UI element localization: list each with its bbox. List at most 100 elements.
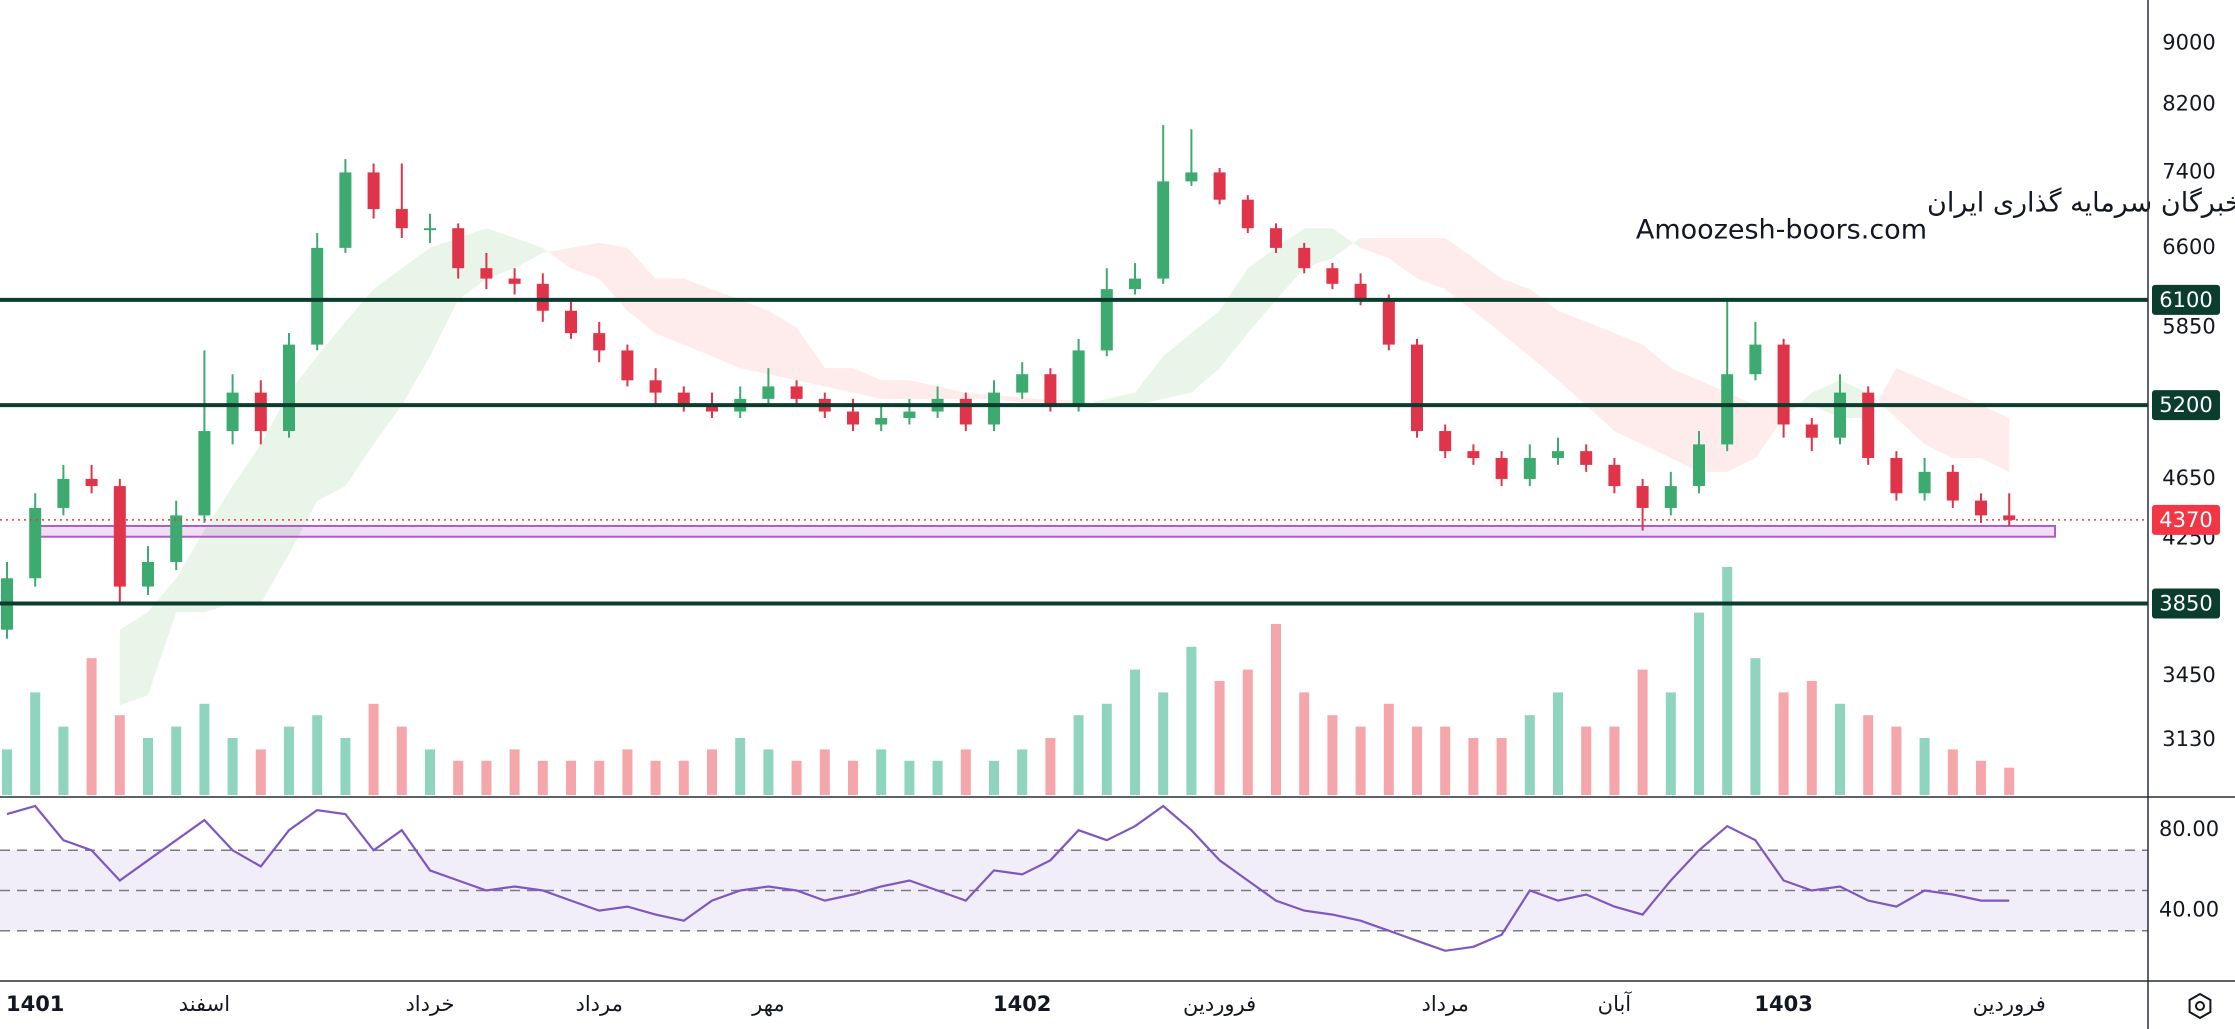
volume-bar	[1609, 726, 1620, 795]
cloud-segment	[1952, 392, 1981, 458]
cloud-segment	[1755, 405, 1784, 458]
last-price-label: 4370	[2159, 508, 2212, 532]
cloud-segment	[627, 247, 656, 334]
candle-body	[1552, 451, 1564, 458]
volume-bar	[1073, 715, 1084, 795]
level-label-box	[2152, 284, 2220, 315]
volume-bar	[1186, 646, 1197, 795]
candle-body	[57, 478, 70, 508]
cloud-segment	[1360, 237, 1389, 258]
volume-bar	[1863, 715, 1874, 795]
x-tick-label: آبان	[1598, 991, 1633, 1016]
cloud-segment	[1219, 268, 1248, 369]
volume-bar	[58, 726, 69, 795]
volume-bar	[199, 703, 210, 795]
candle-body	[536, 283, 549, 311]
candle-body	[1100, 289, 1113, 351]
y-tick-label: 8200	[2162, 92, 2215, 116]
candle-body	[508, 278, 521, 284]
volume-bar	[1722, 567, 1733, 795]
volume-bar	[1101, 703, 1112, 795]
volume-bar	[143, 738, 153, 795]
volume-bar	[227, 738, 238, 795]
candle-body	[142, 561, 154, 587]
level-label-box	[2152, 390, 2220, 421]
cloud-segment	[1191, 310, 1220, 393]
volume-bar	[171, 726, 182, 795]
volume-bar	[1242, 669, 1253, 795]
x-tick-label: فروردین	[1973, 992, 2046, 1016]
candle-body	[1044, 374, 1057, 406]
volume-bar	[1919, 738, 1930, 795]
candle-body	[339, 172, 352, 248]
candle-body	[1636, 486, 1649, 508]
cloud-segment	[486, 228, 515, 279]
candle-body	[170, 515, 183, 562]
volume-bar	[1835, 703, 1845, 795]
volume-bar	[1468, 738, 1479, 795]
candle-body	[1270, 228, 1282, 248]
candle-body	[1975, 500, 1987, 516]
candle-body	[1016, 374, 1029, 393]
volume-bar	[650, 760, 661, 795]
candle-body	[254, 392, 267, 432]
candle-body	[480, 268, 493, 279]
candle-body	[2003, 515, 2016, 520]
volume-bar	[1383, 703, 1394, 795]
cloud-segment	[881, 380, 910, 399]
candle-body	[29, 507, 42, 579]
volume-bar	[481, 760, 492, 795]
settings-icon[interactable]	[2188, 992, 2212, 1020]
cloud-segment	[853, 368, 882, 399]
cloud-segment	[768, 310, 797, 381]
candle-body	[988, 392, 1000, 425]
candle-body	[1580, 451, 1593, 465]
cloud-segment	[1811, 380, 1840, 418]
cloud-segment	[796, 327, 825, 387]
volume-bar	[1553, 692, 1563, 795]
cloud-segment	[1135, 356, 1164, 406]
volume-bar	[763, 749, 774, 795]
volume-bar	[284, 726, 294, 795]
volume-bar	[678, 760, 689, 795]
mid-layer	[1, 125, 2056, 952]
volume-bar	[537, 760, 548, 795]
volume-bar	[848, 760, 858, 795]
volume-bar	[1581, 726, 1592, 795]
settings-hexagon[interactable]	[2188, 992, 2212, 1020]
x-tick-label: فروردین	[1183, 992, 1256, 1016]
volume-bar	[707, 749, 717, 795]
cloud-segment	[1417, 237, 1446, 290]
candle-body	[1354, 283, 1367, 300]
volume-bar	[1750, 658, 1761, 795]
volume-bar	[1778, 692, 1789, 795]
settings-dot[interactable]	[2195, 1001, 2205, 1011]
rsi-line	[6, 804, 2010, 952]
cloud-segment	[909, 380, 938, 399]
candle-body	[424, 228, 436, 231]
candle-body	[395, 209, 408, 229]
volume-bar	[566, 760, 576, 795]
candle-body	[1411, 344, 1423, 432]
candle-body	[1862, 392, 1875, 458]
candle-body	[875, 417, 888, 425]
cloud-segment	[712, 289, 741, 369]
cloud-segment	[1727, 392, 1756, 472]
cloud-segment	[1840, 380, 1869, 418]
cloud-segment	[204, 486, 233, 613]
candle-body	[1241, 199, 1254, 229]
y-tick-label: 5850	[2162, 314, 2215, 338]
cloud-segment	[683, 278, 712, 357]
cloud-segment	[1529, 289, 1558, 381]
cloud-segment	[994, 395, 1023, 403]
candle-body	[1805, 424, 1818, 438]
cloud-segment	[1247, 247, 1276, 334]
cloud-segment	[740, 299, 769, 375]
candle-body	[593, 333, 606, 351]
volume-bar	[255, 749, 266, 795]
volume-bar	[1806, 681, 1817, 795]
volume-bar	[989, 760, 999, 795]
volume-bar	[1524, 715, 1535, 795]
support-zone	[35, 524, 2056, 538]
